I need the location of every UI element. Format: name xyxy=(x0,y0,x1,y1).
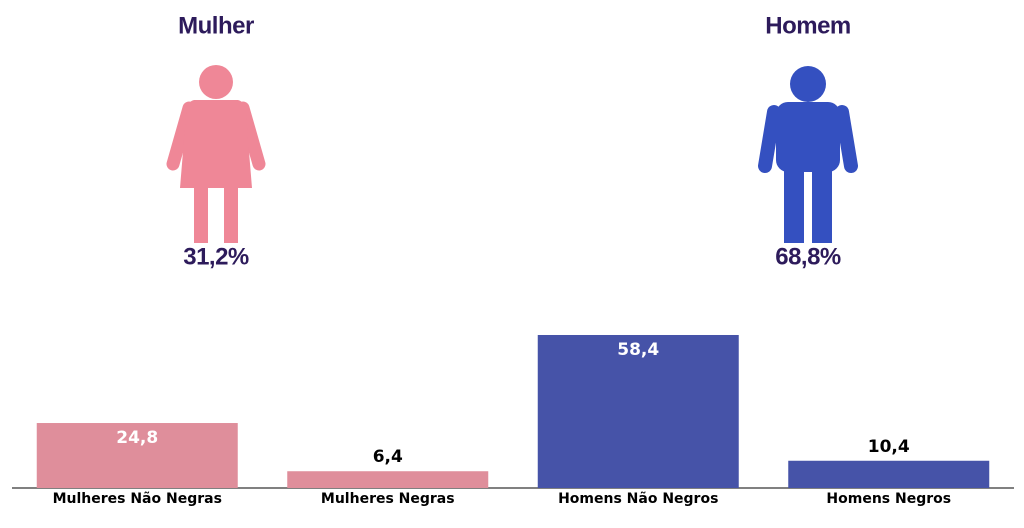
value-label: 6,4 xyxy=(373,447,403,467)
icon-leg xyxy=(784,160,804,243)
person-icon xyxy=(166,65,266,243)
bar xyxy=(537,334,739,488)
x-tick-label: Mulheres Não Negras xyxy=(53,491,222,507)
x-tick-label: Homens Não Negros xyxy=(558,491,718,507)
bar xyxy=(287,471,489,488)
percent-label: 68,8% xyxy=(775,243,841,270)
group-title: Homem xyxy=(765,12,851,39)
icon-leg xyxy=(224,186,238,243)
percent-label: 31,2% xyxy=(183,243,249,270)
icon-torso xyxy=(776,102,840,172)
group-title: Mulher xyxy=(178,12,254,39)
x-tick-label: Mulheres Negras xyxy=(321,491,455,507)
bar xyxy=(36,423,238,488)
x-tick-label: Homens Negros xyxy=(826,491,951,507)
icon-head xyxy=(199,65,233,99)
icon-arm xyxy=(835,105,858,173)
icon-arm xyxy=(758,105,781,173)
person-icon xyxy=(758,66,858,243)
value-label: 10,4 xyxy=(868,437,910,457)
icon-dress xyxy=(180,100,252,188)
value-label: 24,8 xyxy=(116,428,158,448)
icon-leg xyxy=(812,160,832,243)
bar xyxy=(788,460,990,488)
icon-head xyxy=(790,66,826,102)
icon-leg xyxy=(194,186,208,243)
value-label: 58,4 xyxy=(617,340,659,360)
